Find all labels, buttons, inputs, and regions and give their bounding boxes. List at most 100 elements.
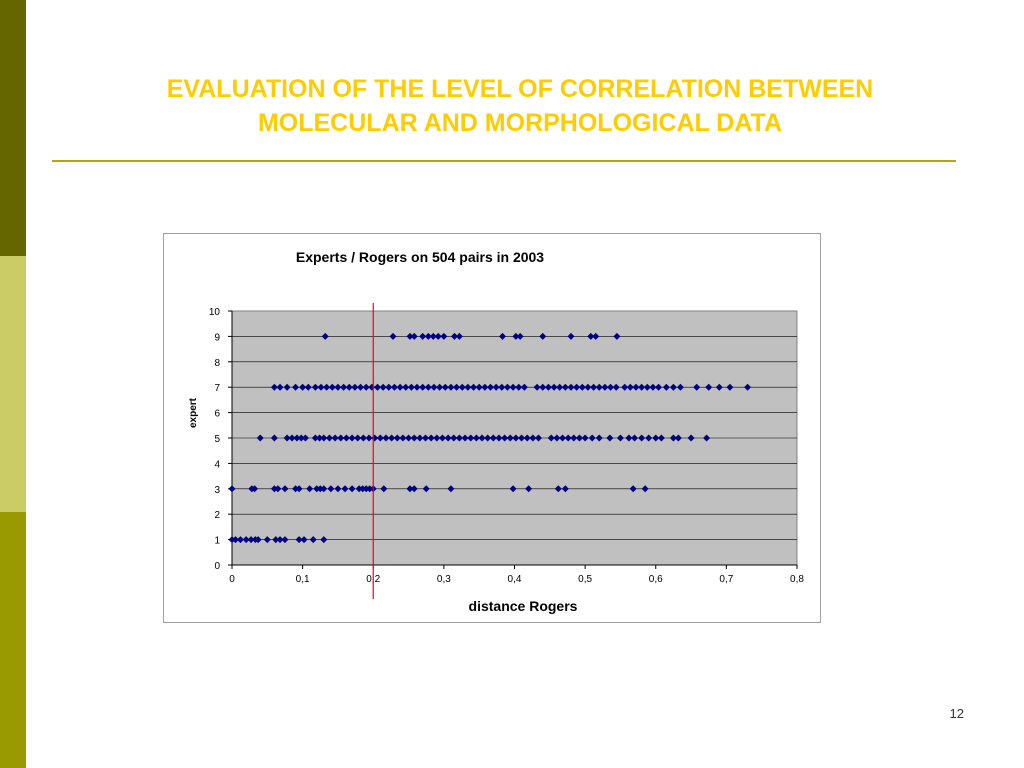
data-point (539, 332, 547, 340)
chart-title: Experts / Rogers on 504 pairs in 2003 (296, 249, 544, 265)
data-point (293, 434, 301, 442)
data-point (676, 383, 684, 391)
data-point (484, 434, 492, 442)
data-point (470, 383, 478, 391)
data-point (629, 485, 637, 493)
data-point (613, 332, 621, 340)
data-point (450, 332, 458, 340)
sidebar-stripe-olive (0, 512, 26, 768)
data-point (311, 383, 319, 391)
data-point (419, 383, 427, 391)
x-axis-label: distance Rogers (469, 598, 578, 614)
data-point (306, 485, 314, 493)
data-point (337, 434, 345, 442)
slide-title-line-2: MOLECULAR AND MORPHOLOGICAL DATA (257, 109, 783, 137)
data-point (321, 332, 329, 340)
data-point (410, 434, 418, 442)
data-point (655, 383, 663, 391)
data-point (276, 536, 284, 544)
data-point (584, 383, 592, 391)
data-point (351, 383, 359, 391)
data-point (295, 485, 303, 493)
y-axis-label: expert (188, 397, 199, 428)
data-point (433, 434, 441, 442)
slide-title-line-1: EVALUATION OF THE LEVEL OF CORRELATION B… (166, 75, 874, 103)
data-point (455, 332, 463, 340)
data-point (501, 434, 509, 442)
data-point (535, 434, 543, 442)
data-point (263, 536, 271, 544)
data-point (281, 485, 289, 493)
data-point (316, 485, 324, 493)
y-tick-label: 5 (214, 434, 220, 445)
data-point (512, 332, 520, 340)
data-point (520, 383, 528, 391)
data-point (316, 434, 324, 442)
data-point (325, 434, 333, 442)
data-point (641, 485, 649, 493)
data-point (281, 536, 289, 544)
data-point (393, 434, 401, 442)
data-point (529, 434, 537, 442)
data-point (498, 332, 506, 340)
data-point (247, 536, 255, 544)
data-point (228, 536, 236, 544)
data-point (424, 332, 432, 340)
data-point (299, 383, 307, 391)
data-point (348, 434, 356, 442)
data-point (616, 434, 624, 442)
data-point (422, 485, 430, 493)
data-point (413, 383, 421, 391)
data-point (410, 485, 418, 493)
data-point (288, 434, 296, 442)
data-point (570, 434, 578, 442)
data-point (703, 434, 711, 442)
data-point (313, 485, 321, 493)
data-point (323, 383, 331, 391)
data-point (575, 434, 583, 442)
data-point (272, 536, 280, 544)
data-point (254, 536, 262, 544)
data-point (625, 434, 633, 442)
data-point (573, 383, 581, 391)
data-point (292, 383, 300, 391)
page-number: 12 (949, 706, 964, 721)
data-point (362, 383, 370, 391)
data-point (544, 383, 552, 391)
data-point (643, 383, 651, 391)
data-point (328, 383, 336, 391)
data-point (509, 383, 517, 391)
data-point (317, 383, 325, 391)
data-point (652, 434, 660, 442)
data-point (382, 434, 390, 442)
data-point (539, 383, 547, 391)
data-point (453, 383, 461, 391)
data-point (327, 485, 335, 493)
data-point (276, 383, 284, 391)
data-point (362, 485, 370, 493)
y-tick-label: 8 (214, 358, 220, 369)
data-point (389, 332, 397, 340)
data-point (645, 434, 653, 442)
data-point (304, 383, 312, 391)
y-tick-label: 6 (214, 409, 220, 420)
data-point (525, 485, 533, 493)
x-tick-label: 0,7 (719, 574, 733, 585)
y-tick-label: 10 (209, 307, 221, 318)
data-point (638, 383, 646, 391)
data-point (270, 485, 278, 493)
data-point (455, 434, 463, 442)
data-point (283, 434, 291, 442)
data-point (601, 383, 609, 391)
data-point (554, 485, 562, 493)
data-point (373, 383, 381, 391)
data-point (547, 434, 555, 442)
data-point (429, 332, 437, 340)
data-point (518, 434, 526, 442)
data-point (489, 434, 497, 442)
data-point (297, 434, 305, 442)
data-point (715, 383, 723, 391)
data-point (320, 536, 328, 544)
data-point (340, 383, 348, 391)
data-point (592, 332, 600, 340)
